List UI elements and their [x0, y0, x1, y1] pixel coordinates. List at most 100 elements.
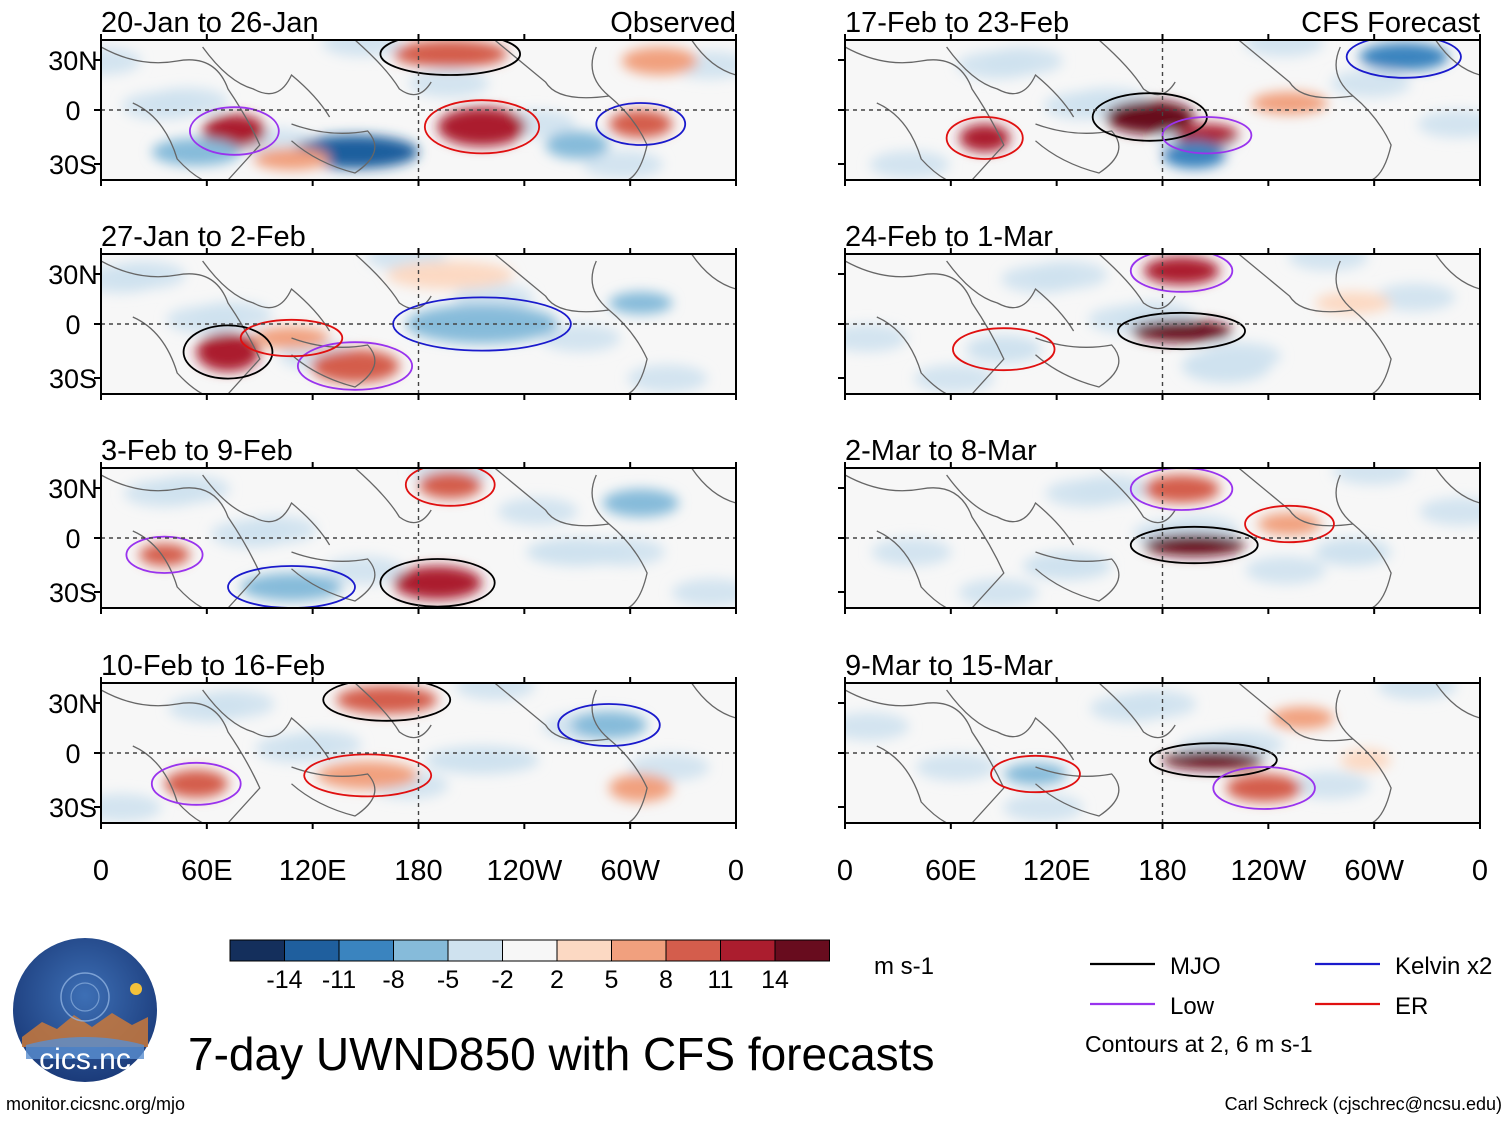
anomaly-region [139, 543, 190, 566]
source-url[interactable]: monitor.cicsnc.org/mjo [6, 1094, 186, 1114]
contour-low [1161, 116, 1253, 155]
coastline [202, 46, 331, 118]
contour-low [150, 761, 242, 806]
coastline [845, 260, 1005, 394]
coastline [1035, 337, 1120, 388]
coastline [1335, 689, 1392, 823]
contour-er [1244, 504, 1335, 544]
coastline [1098, 683, 1176, 739]
anomaly-region [609, 110, 673, 138]
anomaly-region [1314, 291, 1392, 315]
coastline [591, 474, 648, 608]
anomaly-region [959, 124, 1011, 152]
anomaly-region [621, 47, 698, 75]
anomaly-region [335, 685, 438, 714]
colorbar-swatch [338, 939, 394, 962]
coastline [1335, 46, 1392, 180]
x-tick-label: 120E [1023, 855, 1091, 887]
panel-date-label: 2-Mar to 8-Mar [845, 435, 1037, 467]
contour-mjo [1117, 311, 1246, 351]
anomaly-region [1162, 140, 1226, 169]
anomaly-region [393, 566, 482, 600]
contour-low [125, 535, 204, 574]
coastline [132, 102, 203, 180]
legend-label: MJO [1170, 953, 1221, 980]
colorbar-swatch [284, 939, 340, 962]
colorbar: -14 -11 -8 -5 -2 2 5 8 11 14 [229, 939, 830, 994]
column-label: Observed [610, 7, 736, 39]
coastline [876, 102, 947, 180]
colorbar-label: -2 [491, 966, 513, 994]
contour-mjo [322, 683, 452, 722]
anomaly-region [602, 489, 679, 517]
contour-er [990, 754, 1081, 794]
panel: 30N 0 30S 20-Jan to 26-Jan Observed [48, 7, 737, 186]
anomaly-region [1022, 552, 1112, 580]
coastline [1035, 551, 1120, 602]
panel-date-label: 10-Feb to 16-Feb [101, 650, 325, 682]
coastline [691, 683, 736, 719]
contour-low [1129, 254, 1234, 293]
panel: 2-Mar to 8-Mar [838, 435, 1481, 614]
anomaly-region [418, 470, 482, 499]
colorbar-label: -5 [437, 966, 459, 994]
coastline [1098, 468, 1176, 524]
anomaly-region [1003, 762, 1068, 786]
panel-date-label: 3-Feb to 9-Feb [101, 435, 293, 467]
anomaly-region [609, 291, 673, 315]
contour-mjo [1129, 525, 1259, 565]
colorbar-swatch [720, 939, 776, 962]
anomaly-region [1130, 319, 1233, 343]
contour-kelvin [392, 296, 572, 352]
contour-mjo [379, 558, 496, 608]
anomaly-region [151, 138, 241, 166]
contour-mjo [379, 40, 521, 76]
panel-date-label: 20-Jan to 26-Jan [101, 7, 319, 39]
coastline [494, 683, 610, 742]
coastline [291, 551, 376, 602]
coastline [1335, 260, 1392, 394]
anomaly-region [965, 335, 1042, 364]
column-label: CFS Forecast [1301, 7, 1480, 39]
anomaly-region [1251, 91, 1328, 115]
anomaly-region [202, 114, 267, 148]
legend-label: Kelvin x2 [1395, 953, 1492, 980]
anomaly-region [570, 711, 648, 739]
y-tick-label: 0 [65, 739, 80, 769]
anomaly-region [1359, 42, 1449, 71]
y-tick-label: 30N [48, 689, 98, 719]
coastline [691, 254, 736, 290]
coastline [354, 254, 432, 310]
panel: 17-Feb to 23-Feb CFS Forecast [838, 7, 1481, 186]
contours-note: Contours at 2, 6 m s-1 [1085, 1031, 1313, 1057]
colorbar-label: 5 [605, 966, 619, 994]
anomaly-region [1143, 533, 1246, 557]
coastline [845, 46, 1005, 180]
anomaly-region [1257, 512, 1322, 536]
y-tick-label: 30S [49, 364, 97, 394]
x-tick-label: 0 [93, 855, 109, 887]
coastline [291, 123, 376, 174]
y-tick-label: 30S [49, 150, 97, 180]
panel: 30N 0 30S 10-Feb to 16-Feb [48, 650, 737, 829]
y-tick-label: 0 [65, 96, 80, 126]
author-credit: Carl Schreck (cjschrec@ncsu.edu) [1224, 1094, 1502, 1114]
colorbar-swatch [447, 939, 503, 962]
coastline [354, 40, 432, 96]
anomaly-region [545, 131, 609, 159]
anomaly-region [1143, 475, 1220, 503]
anomaly-region [164, 769, 228, 798]
y-tick-label: 30N [48, 46, 98, 76]
colorbar-swatch [393, 939, 449, 962]
y-tick-label: 30N [48, 260, 98, 290]
anomaly-region [316, 761, 419, 790]
x-tick-label: 180 [394, 855, 442, 887]
coastline [101, 689, 261, 823]
panel-date-label: 17-Feb to 23-Feb [845, 7, 1069, 39]
coastline [1435, 40, 1480, 76]
coastline [354, 468, 432, 524]
coastline [494, 40, 610, 99]
y-tick-label: 0 [65, 310, 80, 340]
anomaly-region [1105, 100, 1195, 134]
